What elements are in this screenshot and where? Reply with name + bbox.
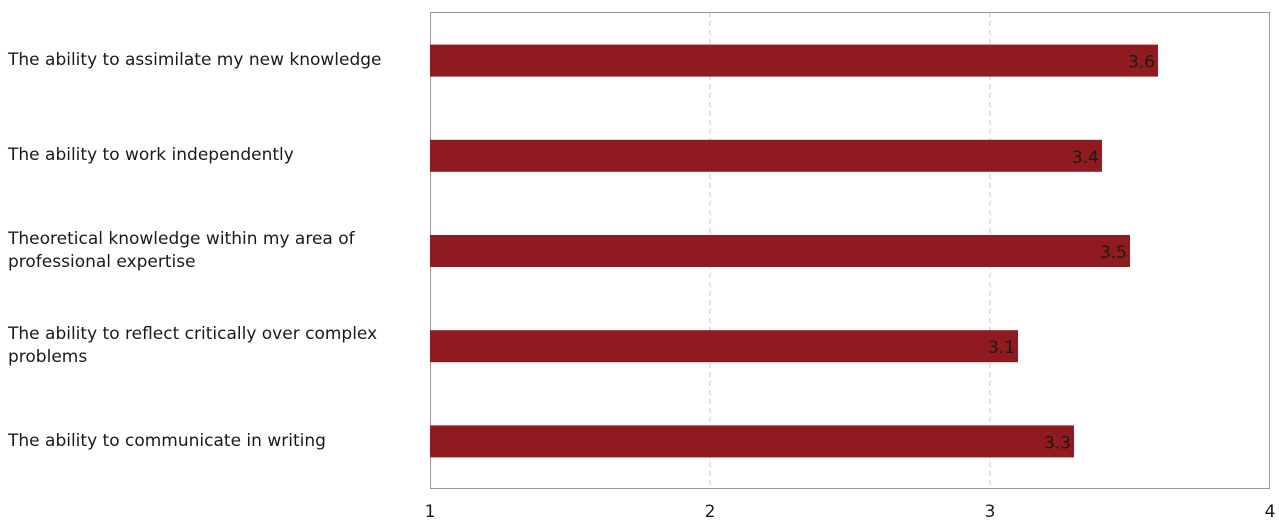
x-tick-label: 4 [1265,502,1276,522]
category-label: Theoretical knowledge within my area of … [8,229,355,272]
data-label: 3.6 [1128,53,1155,73]
data-label: 3.4 [1072,148,1099,168]
x-tick-label: 2 [705,502,716,522]
category-label: The ability to work independently [8,145,294,166]
x-tick-label: 3 [985,502,996,522]
bar [430,235,1130,267]
bar [430,139,1102,172]
bar [430,330,1018,363]
bar [430,425,1074,458]
data-label: 3.1 [988,338,1015,358]
category-label: The ability to communicate in writing [8,430,326,451]
bar [430,44,1158,77]
category-label: The ability to reflect critically over c… [8,324,378,368]
data-label: 3.5 [1100,243,1127,263]
x-tick-label: 1 [425,502,436,522]
data-label: 3.3 [1044,433,1071,453]
category-label: The ability to assimilate my new knowled… [8,50,382,71]
